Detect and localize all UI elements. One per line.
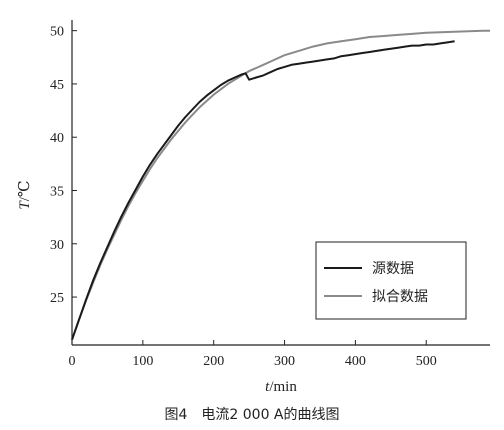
x-tick-label: 400 <box>345 354 366 369</box>
legend-box <box>315 241 467 320</box>
x-tick-label: 100 <box>132 354 153 369</box>
series-line-fitted-data <box>71 29 490 341</box>
y-tick-label: 45 <box>50 78 64 93</box>
series-line-source-data <box>71 40 455 341</box>
legend-label-source-data: 源数据 <box>372 261 414 277</box>
figure-caption: 图4 电流2 000 A的曲线图 <box>164 407 340 423</box>
x-tick-label: 200 <box>203 354 224 369</box>
x-axis-label-var: t <box>265 379 270 395</box>
legend-label-fitted-data: 拟合数据 <box>372 289 428 305</box>
x-tick-label: 0 <box>69 354 76 369</box>
y-tick-label: 35 <box>50 184 64 199</box>
x-tick-label: 500 <box>416 354 437 369</box>
y-axis-label: T/℃ <box>17 180 33 209</box>
y-ticks: 25 30 35 40 45 50 <box>50 25 77 306</box>
y-tick-label: 50 <box>50 25 64 40</box>
x-axis-label: t/min <box>265 379 297 395</box>
y-axis-label-unit: /℃ <box>17 180 33 201</box>
plot-frame <box>71 20 490 346</box>
legend: 源数据 拟合数据 <box>315 241 467 320</box>
x-axis-label-unit: /min <box>269 379 297 395</box>
series-layer <box>71 29 490 341</box>
y-tick-label: 40 <box>50 131 64 146</box>
x-tick-label: 300 <box>274 354 295 369</box>
x-ticks: 0 100 200 300 400 500 <box>69 340 437 369</box>
y-tick-label: 30 <box>50 238 64 253</box>
y-tick-label: 25 <box>50 291 64 306</box>
y-axis-label-var: T <box>17 200 33 210</box>
